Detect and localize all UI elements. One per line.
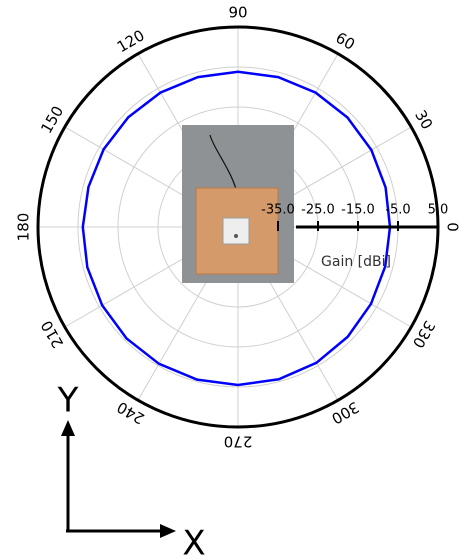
radial-tick-label: 5.0 bbox=[428, 203, 449, 218]
angle-tick-label: 30 bbox=[411, 107, 436, 133]
radial-tick-label: -25.0 bbox=[301, 203, 335, 218]
angle-tick-label: 90 bbox=[228, 4, 247, 22]
radial-axis-label: Gain [dBi] bbox=[321, 254, 391, 270]
x-axis-indicator: X bbox=[182, 524, 205, 557]
chart: Y X 0306090120150180210240270300330-35.0… bbox=[0, 0, 467, 556]
radial-tick-label: -15.0 bbox=[341, 203, 375, 218]
y-arrowhead bbox=[61, 420, 75, 436]
angle-tick-label: 0 bbox=[444, 222, 462, 232]
angle-tick-label: 180 bbox=[15, 213, 33, 242]
angle-tick-label: 270 bbox=[224, 433, 253, 451]
radial-tick-label: -35.0 bbox=[261, 203, 295, 218]
angle-tick-label: 60 bbox=[332, 29, 358, 54]
y-axis-indicator: Y bbox=[57, 381, 79, 421]
radial-tick-label: -5.0 bbox=[385, 203, 410, 218]
x-arrowhead bbox=[160, 524, 176, 538]
